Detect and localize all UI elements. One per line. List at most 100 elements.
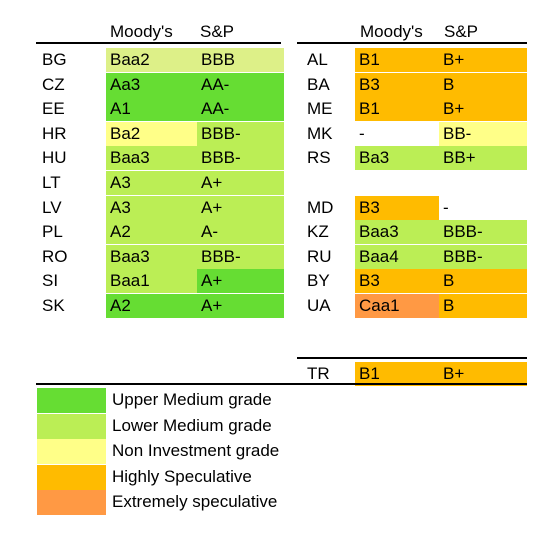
moodys-cell-bg [355, 146, 439, 171]
moodys-cell-bg [355, 97, 439, 122]
moodys-cell-bg [106, 220, 197, 245]
sp-cell-bg [197, 48, 284, 72]
country-code: HU [42, 148, 67, 168]
sp-rating: B [443, 296, 455, 315]
legend-swatch [37, 490, 106, 515]
legend-swatch [37, 413, 106, 439]
right-header-rule [297, 42, 527, 44]
sp-rating: BBB [201, 50, 236, 69]
sp-rating: A+ [201, 173, 223, 192]
moodys-cell-bg [106, 97, 197, 122]
sp-rating: B [443, 74, 455, 94]
sp-cell-bg [197, 294, 284, 318]
sp-cell-bg [439, 72, 527, 97]
sp-rating: BBB- [201, 246, 241, 266]
left-moodys-header: Moody's [110, 22, 173, 41]
moodys-cell-bg [106, 48, 197, 72]
moodys-cell-bg [355, 195, 439, 220]
country-code: BA [307, 74, 330, 94]
moodys-rating: Baa4 [359, 246, 399, 266]
legend-swatch [37, 388, 106, 413]
sp-rating: A+ [201, 197, 223, 217]
tr-sp-rating: B+ [443, 364, 465, 383]
moodys-cell-bg [355, 244, 439, 269]
sp-rating: B+ [443, 99, 465, 119]
country-code: BG [42, 50, 67, 69]
country-code: RS [307, 148, 331, 168]
sp-rating: BBB- [201, 123, 241, 143]
sp-cell-bg [439, 269, 527, 294]
sp-cell-bg [439, 121, 527, 146]
country-code: KZ [307, 222, 329, 242]
sp-rating: A+ [201, 296, 223, 315]
sp-cell-bg [197, 146, 284, 171]
moodys-rating: B1 [359, 50, 380, 69]
sp-rating: A+ [201, 271, 223, 291]
tr-country: TR [307, 364, 330, 383]
legend-label: Non Investment grade [112, 441, 280, 460]
legend-swatch [37, 439, 106, 464]
moodys-rating: Baa3 [110, 246, 150, 266]
sp-rating: B [443, 271, 455, 291]
country-code: PL [42, 222, 63, 242]
moodys-rating: Ba3 [359, 148, 390, 168]
legend-swatch [37, 464, 106, 490]
moodys-rating: B3 [359, 197, 380, 217]
country-code: LT [42, 173, 61, 192]
left-sp-header: S&P [200, 22, 235, 41]
moodys-cell-bg [106, 121, 197, 146]
moodys-rating: A3 [110, 173, 131, 192]
sp-rating: BBB- [443, 246, 483, 266]
legend-label: Extremely speculative [112, 492, 278, 511]
country-code: HR [42, 123, 67, 143]
moodys-rating: A3 [110, 197, 131, 217]
sp-cell-bg [439, 294, 527, 318]
left-header-rule [36, 42, 281, 44]
legend-label: Highly Speculative [112, 466, 252, 486]
moodys-rating: A2 [110, 222, 131, 242]
sp-cell-bg [197, 244, 284, 269]
moodys-cell-bg [106, 171, 197, 195]
country-code: RU [307, 246, 332, 266]
sp-cell-bg [439, 48, 527, 72]
moodys-rating: - [359, 123, 365, 143]
legend-top-rule [36, 383, 527, 385]
sp-rating: AA- [201, 99, 230, 119]
legend-label: Upper Medium grade [112, 390, 272, 409]
moodys-cell-bg [355, 294, 439, 318]
moodys-rating: B3 [359, 74, 380, 94]
moodys-cell-bg [106, 72, 197, 97]
sp-cell-bg [197, 195, 284, 220]
moodys-cell-bg [355, 220, 439, 245]
tr-top-rule [297, 357, 527, 359]
moodys-cell-bg [355, 72, 439, 97]
moodys-rating: Baa3 [359, 222, 399, 242]
sp-cell-bg [197, 171, 284, 195]
sp-cell-bg [197, 121, 284, 146]
sp-cell-bg [197, 269, 284, 294]
moodys-rating: Baa3 [110, 148, 150, 168]
country-code: CZ [42, 74, 65, 94]
sp-cell-bg [439, 146, 527, 171]
country-code: UA [307, 296, 331, 315]
sp-cell-bg [439, 244, 527, 269]
tr-moodys-bg [355, 362, 439, 386]
right-sp-header: S&P [444, 22, 479, 41]
moodys-cell-bg [106, 294, 197, 318]
country-code: BY [307, 271, 330, 291]
country-code: MK [307, 123, 333, 143]
moodys-rating: B3 [359, 271, 380, 291]
sp-rating: BB+ [443, 148, 476, 168]
sp-rating: B+ [443, 50, 465, 69]
tr-moodys-rating: B1 [359, 364, 380, 383]
sp-rating: A- [201, 222, 218, 242]
country-code: LV [42, 197, 62, 217]
moodys-cell-bg [106, 269, 197, 294]
moodys-rating: A2 [110, 296, 131, 315]
sp-rating: - [443, 197, 449, 217]
country-code: SI [42, 271, 59, 291]
country-code: AL [307, 50, 328, 69]
moodys-cell-bg [106, 244, 197, 269]
moodys-cell-bg [355, 48, 439, 72]
